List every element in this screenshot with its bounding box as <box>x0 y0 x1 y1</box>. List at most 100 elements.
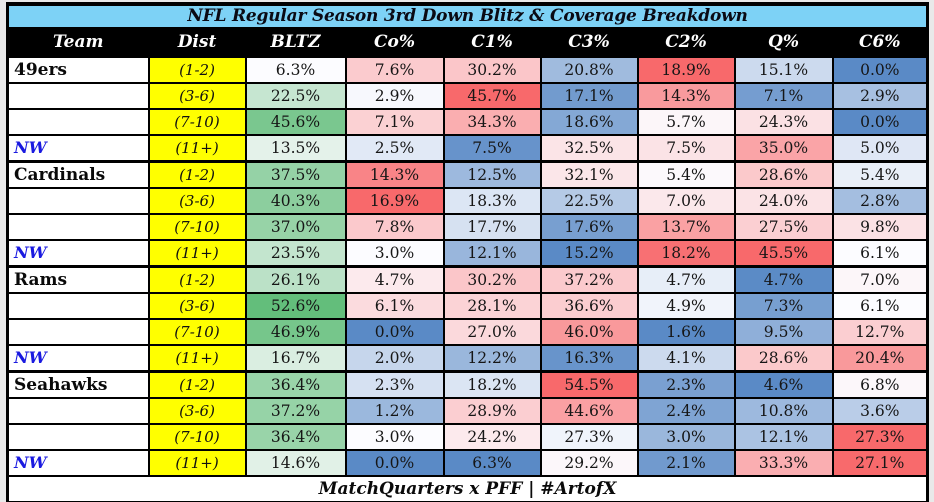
value-cell: 37.5% <box>244 160 347 189</box>
value-cell: 14.6% <box>244 449 347 477</box>
value-cell: 4.7% <box>344 265 445 294</box>
value-cell: 45.6% <box>244 108 347 136</box>
dist-cell: (11+) <box>147 449 247 477</box>
value-cell: 46.0% <box>539 318 639 346</box>
title-row: NFL Regular Season 3rd Down Blitz & Cove… <box>6 2 929 29</box>
value-cell: 7.5% <box>636 134 736 163</box>
value-cell: 27.5% <box>733 213 834 241</box>
value-cell: 45.5% <box>733 239 834 268</box>
value-cell: 5.4% <box>831 160 929 189</box>
value-cell: 36.4% <box>244 423 347 451</box>
table-row: (7-10) 37.0% 7.8% 17.7% 17.6% 13.7% 27.5% 9.8% <box>6 213 929 241</box>
value-cell: 14.3% <box>344 160 445 189</box>
column-header-dist: Dist <box>147 27 247 58</box>
team-cell <box>6 423 150 451</box>
value-cell: 27.3% <box>831 423 929 451</box>
dist-cell: (7-10) <box>147 108 247 136</box>
value-cell: 4.9% <box>636 292 736 320</box>
value-cell: 46.9% <box>244 318 347 346</box>
value-cell: 2.9% <box>344 82 445 110</box>
dist-cell: (3-6) <box>147 292 247 320</box>
value-cell: 36.4% <box>244 370 347 399</box>
value-cell: 16.9% <box>344 187 445 215</box>
value-cell: 18.6% <box>539 108 639 136</box>
value-cell: 12.1% <box>733 423 834 451</box>
value-cell: 28.9% <box>442 397 542 425</box>
dist-cell: (1-2) <box>147 265 247 294</box>
footer-row: MatchQuarters x PFF | #ArtofX <box>6 475 929 502</box>
value-cell: 5.7% <box>636 108 736 136</box>
dist-cell: (1-2) <box>147 370 247 399</box>
value-cell: 18.9% <box>636 55 736 84</box>
value-cell: 2.0% <box>344 344 445 373</box>
value-cell: 24.0% <box>733 187 834 215</box>
value-cell: 17.1% <box>539 82 639 110</box>
value-cell: 7.0% <box>831 265 929 294</box>
value-cell: 13.7% <box>636 213 736 241</box>
column-header-c3: C3% <box>539 27 639 58</box>
value-cell: 54.5% <box>539 370 639 399</box>
value-cell: 7.0% <box>636 187 736 215</box>
value-cell: 3.0% <box>344 423 445 451</box>
value-cell: 1.2% <box>344 397 445 425</box>
team-cell: Seahawks <box>6 370 150 399</box>
value-cell: 6.1% <box>831 239 929 268</box>
value-cell: 30.2% <box>442 265 542 294</box>
team-cell <box>6 82 150 110</box>
value-cell: 24.3% <box>733 108 834 136</box>
value-cell: 7.8% <box>344 213 445 241</box>
value-cell: 27.0% <box>442 318 542 346</box>
value-cell: 15.2% <box>539 239 639 268</box>
value-cell: 29.2% <box>539 449 639 477</box>
value-cell: 2.1% <box>636 449 736 477</box>
value-cell: 34.3% <box>442 108 542 136</box>
value-cell: 5.4% <box>636 160 736 189</box>
value-cell: 37.2% <box>539 265 639 294</box>
value-cell: 6.1% <box>344 292 445 320</box>
value-cell: 6.8% <box>831 370 929 399</box>
value-cell: 37.0% <box>244 213 347 241</box>
value-cell: 22.5% <box>244 82 347 110</box>
value-cell: 13.5% <box>244 134 347 163</box>
dist-cell: (7-10) <box>147 213 247 241</box>
value-cell: 2.5% <box>344 134 445 163</box>
value-cell: 15.1% <box>733 55 834 84</box>
column-header-c1: C1% <box>442 27 542 58</box>
value-cell: 20.4% <box>831 344 929 373</box>
value-cell: 16.3% <box>539 344 639 373</box>
value-cell: 1.6% <box>636 318 736 346</box>
table-row: (3-6) 40.3% 16.9% 18.3% 22.5% 7.0% 24.0% 2.8% <box>6 187 929 215</box>
table-row: Seahawks (1-2) 36.4% 2.3% 18.2% 54.5% 2.3% 4.6%… <box>6 370 929 399</box>
value-cell: 30.2% <box>442 55 542 84</box>
column-header-c2: C2% <box>636 27 736 58</box>
value-cell: 2.4% <box>636 397 736 425</box>
table-body: 49ers (1-2) 6.3% 7.6% 30.2% 20.8% 18.9% 15.1% 0.… <box>6 55 929 477</box>
dist-cell: (11+) <box>147 239 247 268</box>
value-cell: 44.6% <box>539 397 639 425</box>
team-cell <box>6 292 150 320</box>
dist-cell: (3-6) <box>147 82 247 110</box>
dist-cell: (1-2) <box>147 160 247 189</box>
table-row: (7-10) 46.9% 0.0% 27.0% 46.0% 1.6% 9.5% 12.7% <box>6 318 929 346</box>
value-cell: 35.0% <box>733 134 834 163</box>
value-cell: 4.1% <box>636 344 736 373</box>
table-row: NW (11+) 14.6% 0.0% 6.3% 29.2% 2.1% 33.3% 27.1% <box>6 449 929 477</box>
dist-cell: (1-2) <box>147 55 247 84</box>
dist-cell: (7-10) <box>147 318 247 346</box>
value-cell: 0.0% <box>831 55 929 84</box>
value-cell: 37.2% <box>244 397 347 425</box>
table-footer: MatchQuarters x PFF | #ArtofX <box>6 475 929 502</box>
value-cell: 0.0% <box>344 318 445 346</box>
value-cell: 27.3% <box>539 423 639 451</box>
value-cell: 5.0% <box>831 134 929 163</box>
table-title: NFL Regular Season 3rd Down Blitz & Cove… <box>6 2 929 29</box>
column-header-q: Q% <box>733 27 834 58</box>
column-header-bltz: BLTZ <box>244 27 347 58</box>
team-cell <box>6 213 150 241</box>
value-cell: 20.8% <box>539 55 639 84</box>
table-row: (3-6) 52.6% 6.1% 28.1% 36.6% 4.9% 7.3% 6.1% <box>6 292 929 320</box>
value-cell: 7.6% <box>344 55 445 84</box>
dist-cell: (11+) <box>147 134 247 163</box>
value-cell: 40.3% <box>244 187 347 215</box>
value-cell: 6.3% <box>442 449 542 477</box>
